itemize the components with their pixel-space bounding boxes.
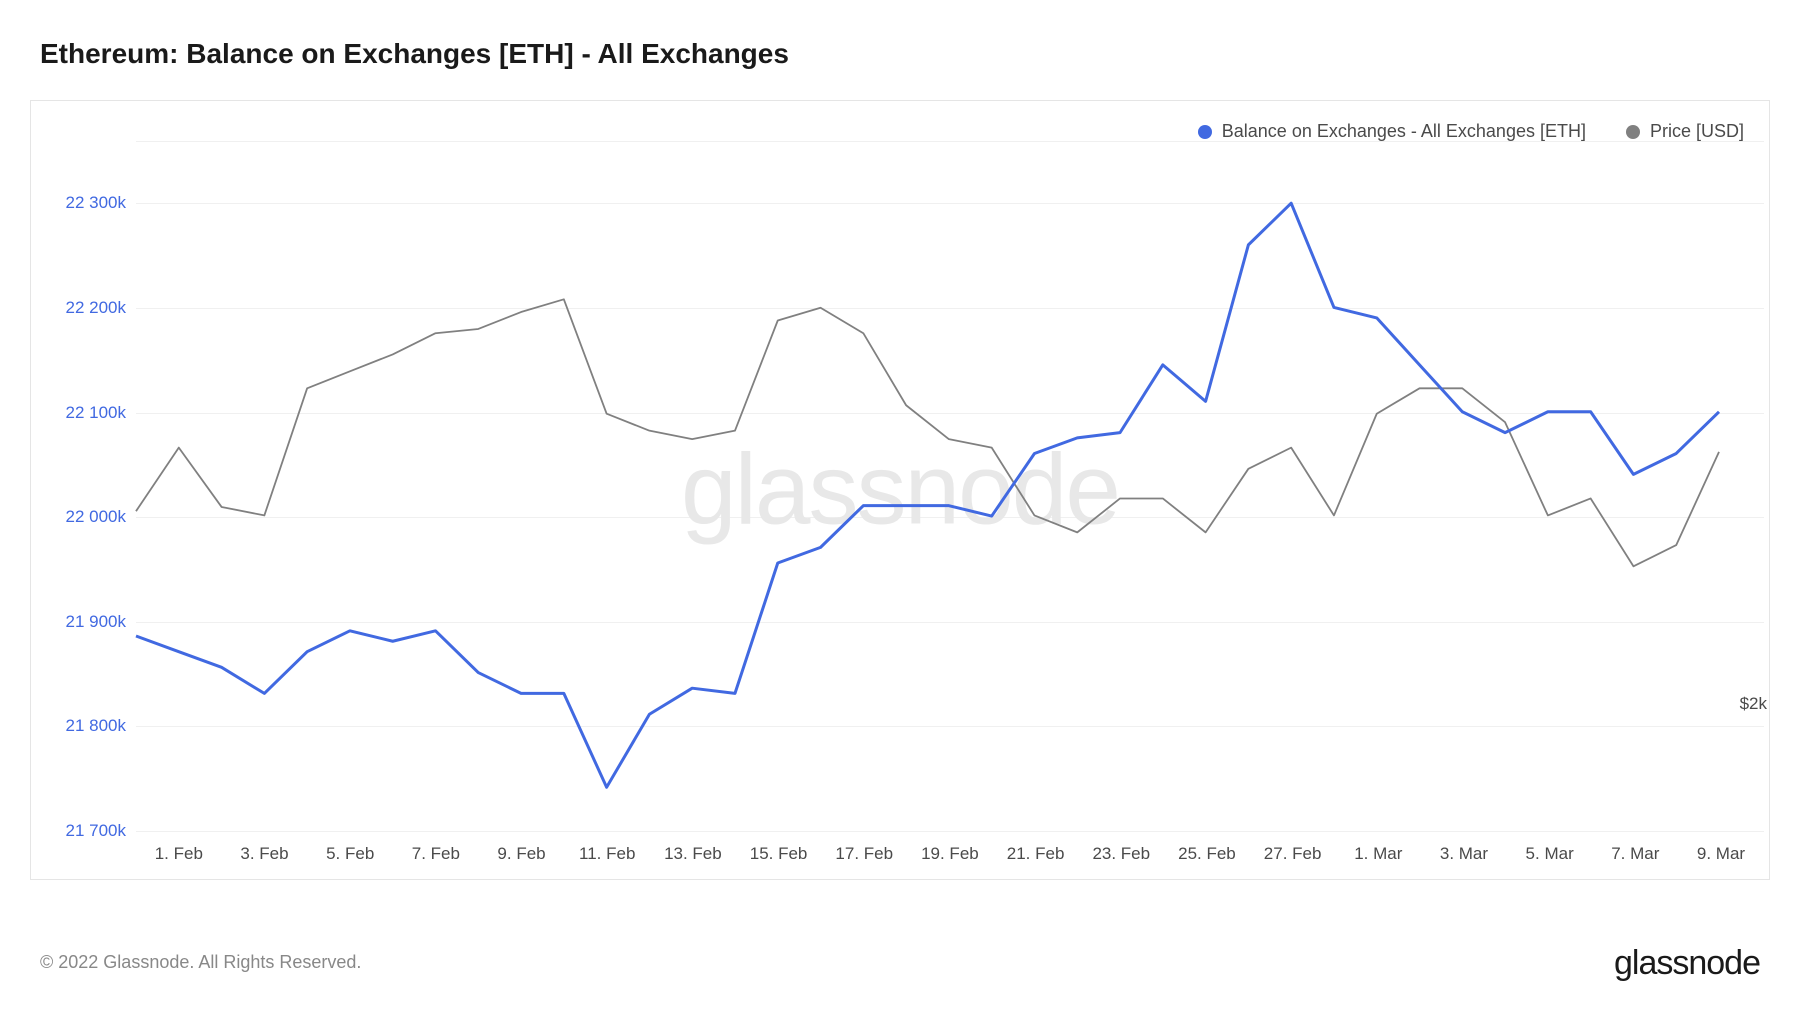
legend-label-price: Price [USD] xyxy=(1650,121,1744,142)
x-axis-tick: 9. Mar xyxy=(1697,844,1745,864)
y-axis-tick: 22 300k xyxy=(41,193,126,213)
x-axis-tick: 19. Feb xyxy=(921,844,979,864)
x-axis-tick: 3. Mar xyxy=(1440,844,1488,864)
legend-label-balance: Balance on Exchanges - All Exchanges [ET… xyxy=(1222,121,1586,142)
brand-logo: glassnode xyxy=(1614,944,1760,983)
x-axis-tick: 13. Feb xyxy=(664,844,722,864)
gridline xyxy=(136,831,1764,832)
y-axis-tick: 22 000k xyxy=(41,507,126,527)
legend-item-balance: Balance on Exchanges - All Exchanges [ET… xyxy=(1198,121,1586,142)
y-axis-tick: 21 900k xyxy=(41,612,126,632)
legend-dot-balance xyxy=(1198,125,1212,139)
legend: Balance on Exchanges - All Exchanges [ET… xyxy=(1198,121,1744,142)
x-axis-tick: 5. Mar xyxy=(1526,844,1574,864)
x-axis-tick: 23. Feb xyxy=(1092,844,1150,864)
y-axis-tick: 21 700k xyxy=(41,821,126,841)
x-axis-tick: 7. Mar xyxy=(1611,844,1659,864)
x-axis-tick: 27. Feb xyxy=(1264,844,1322,864)
y2-axis-tick: $2k xyxy=(1740,694,1767,714)
x-axis-tick: 21. Feb xyxy=(1007,844,1065,864)
chart-svg xyxy=(136,151,1719,829)
plot-area: 21 700k21 800k21 900k22 000k22 100k22 20… xyxy=(136,151,1719,829)
x-axis-tick: 5. Feb xyxy=(326,844,374,864)
x-axis-tick: 11. Feb xyxy=(579,844,635,864)
chart-title: Ethereum: Balance on Exchanges [ETH] - A… xyxy=(40,38,789,70)
x-axis-tick: 3. Feb xyxy=(240,844,288,864)
legend-dot-price xyxy=(1626,125,1640,139)
x-axis-tick: 1. Feb xyxy=(155,844,203,864)
balance-line xyxy=(136,203,1719,787)
x-axis-tick: 15. Feb xyxy=(750,844,808,864)
y-axis-tick: 22 100k xyxy=(41,403,126,423)
chart-container: glassnode Balance on Exchanges - All Exc… xyxy=(30,100,1770,880)
x-axis-tick: 1. Mar xyxy=(1354,844,1402,864)
y-axis-tick: 22 200k xyxy=(41,298,126,318)
footer-copyright: © 2022 Glassnode. All Rights Reserved. xyxy=(40,952,361,973)
x-axis-tick: 7. Feb xyxy=(412,844,460,864)
price-line xyxy=(136,299,1719,566)
legend-item-price: Price [USD] xyxy=(1626,121,1744,142)
x-axis-tick: 25. Feb xyxy=(1178,844,1236,864)
x-axis-tick: 17. Feb xyxy=(835,844,893,864)
x-axis-tick: 9. Feb xyxy=(497,844,545,864)
y-axis-tick: 21 800k xyxy=(41,716,126,736)
